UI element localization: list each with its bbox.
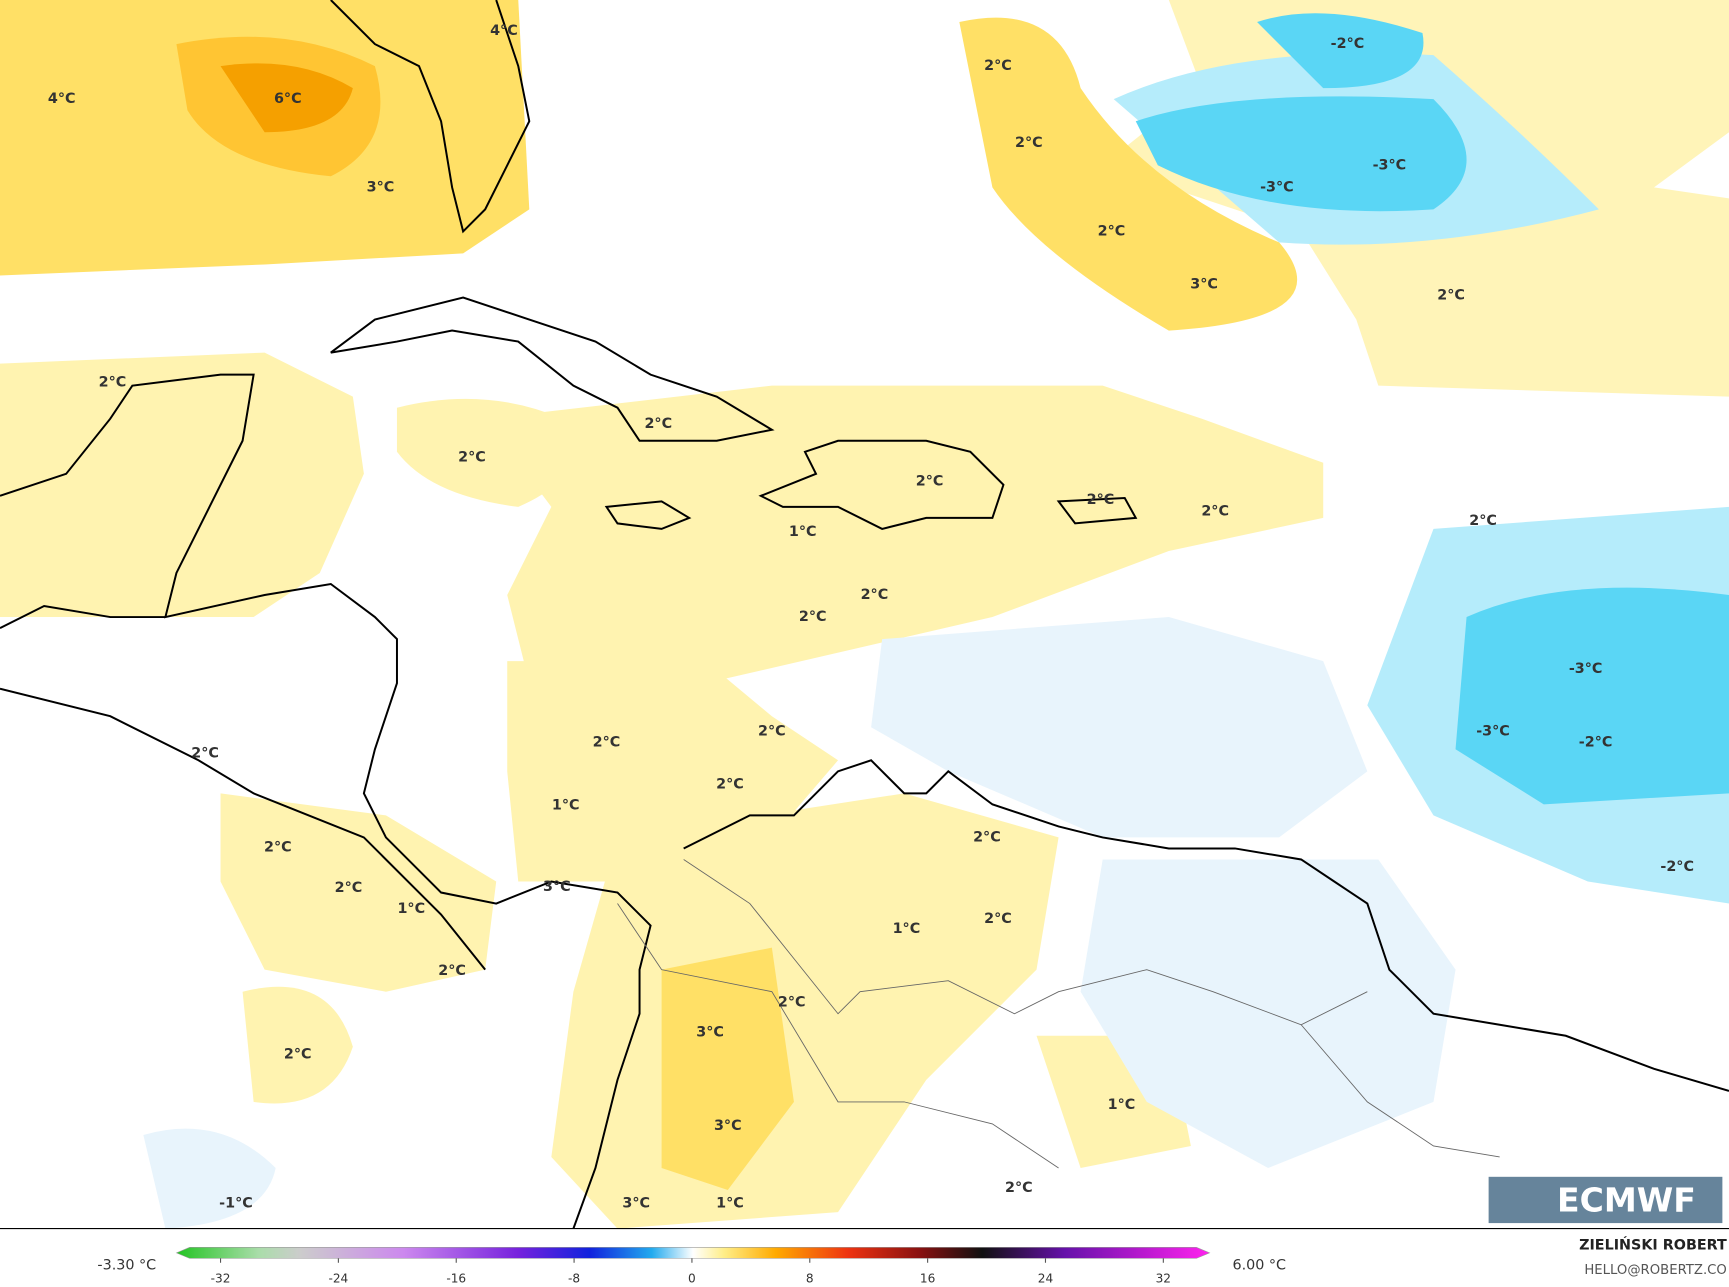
contour-label: 4°C xyxy=(490,23,518,39)
contour-label: 3°C xyxy=(696,1024,724,1040)
contour-label: 3°C xyxy=(622,1195,650,1211)
contour-label: -1°C xyxy=(219,1195,253,1211)
author: ZIELIŃSKI ROBERT xyxy=(1579,1236,1727,1254)
colorbar-max: 6.00 °C xyxy=(1232,1257,1286,1273)
colorbar xyxy=(175,1247,1211,1259)
colorbar-tick-label: 16 xyxy=(920,1272,935,1286)
contour-label: 2°C xyxy=(191,746,219,762)
colorbar-tick-label: -24 xyxy=(328,1272,348,1286)
contour-label: 2°C xyxy=(716,777,744,793)
contour-label: -3°C xyxy=(1260,179,1294,195)
contour-label: 2°C xyxy=(284,1047,312,1063)
colorbar-tick-label: 32 xyxy=(1156,1272,1171,1286)
contour-label: -3°C xyxy=(1476,724,1510,740)
contour-label: 2°C xyxy=(99,374,127,390)
contour-label: -2°C xyxy=(1579,735,1613,751)
contour-label: 2°C xyxy=(799,609,827,625)
contour-label: 1°C xyxy=(716,1195,744,1211)
contour-label: 2°C xyxy=(335,880,363,896)
contour-label: 2°C xyxy=(438,963,466,979)
coastlines xyxy=(0,0,1729,1229)
contour-label: 2°C xyxy=(984,911,1012,927)
colorbar-tick-label: -8 xyxy=(568,1272,580,1286)
contour-label: -2°C xyxy=(1331,36,1365,52)
contour-label: 2°C xyxy=(593,735,621,751)
contour-label: 2°C xyxy=(1087,492,1115,508)
contour-label: -3°C xyxy=(1373,157,1407,173)
contour-label: 1°C xyxy=(552,797,580,813)
contour-label: 2°C xyxy=(861,587,889,603)
contour-label: 2°C xyxy=(458,449,486,465)
email: HELLO@ROBERTZ.CO xyxy=(1584,1263,1726,1278)
contour-label: 2°C xyxy=(1201,503,1229,519)
colorbar-tick-label: -32 xyxy=(211,1272,231,1286)
contour-label: 3°C xyxy=(1190,276,1218,292)
borders xyxy=(617,859,1500,1169)
colorbar-tick-label: -16 xyxy=(446,1272,466,1286)
contour-label: 2°C xyxy=(778,995,806,1011)
colorbar-tick-label: 0 xyxy=(688,1272,696,1286)
contour-label: 1°C xyxy=(789,524,817,540)
contour-label: 1°C xyxy=(397,901,425,917)
contour-label: 2°C xyxy=(264,839,292,855)
colorbar-min: -3.30 °C xyxy=(97,1257,156,1273)
contour-label: 2°C xyxy=(1005,1180,1033,1196)
colorbar-tick-label: 24 xyxy=(1038,1272,1054,1286)
colorbar-tick-label: 8 xyxy=(806,1272,814,1286)
contour-label: 4°C xyxy=(48,91,76,107)
contour-label: 6°C xyxy=(274,91,302,107)
anomaly-fields xyxy=(0,0,1729,1229)
contour-label: 2°C xyxy=(1098,223,1126,239)
logo-text: ECMWF xyxy=(1557,1181,1696,1220)
contour-label: 2°C xyxy=(916,474,944,490)
contour-label: 2°C xyxy=(644,416,672,432)
contour-label: 3°C xyxy=(367,179,395,195)
contour-label: 3°C xyxy=(543,879,571,895)
contour-labels: 4°C 4°C 6°C 3°C 2°C 2°C -2°C -3°C -3°C 2°C 3°C 2°C 2… xyxy=(48,23,1694,1211)
contour-label: 2°C xyxy=(973,829,1001,845)
contour-label: 1°C xyxy=(893,921,921,937)
contour-label: -2°C xyxy=(1660,859,1694,875)
contour-label: 2°C xyxy=(758,724,786,740)
colorbar-ticks: -32 -24 -16 -8 0 8 16 24 32 xyxy=(211,1258,1171,1286)
contour-label: -3°C xyxy=(1569,661,1603,677)
contour-label: 2°C xyxy=(1469,513,1497,529)
contour-label: 2°C xyxy=(1437,287,1465,303)
logo-box xyxy=(1488,1176,1723,1224)
contour-label: 2°C xyxy=(984,58,1012,74)
contour-label: 1°C xyxy=(1108,1097,1136,1113)
contour-label: 3°C xyxy=(714,1118,742,1134)
contour-label: 2°C xyxy=(1015,135,1043,151)
